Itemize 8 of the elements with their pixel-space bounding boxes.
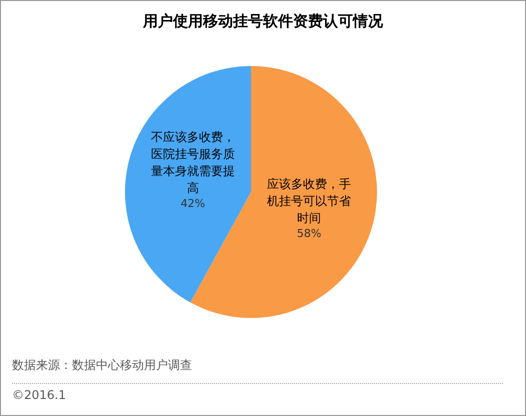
- chart-title: 用户使用移动挂号软件资费认可情况: [142, 12, 384, 30]
- data-label: 42%: [180, 197, 206, 210]
- data-label: 58%: [296, 226, 322, 240]
- slice-label: 不应该多收费，医院挂号服务质量本身就需要提高: [150, 130, 235, 196]
- pie-slice: [125, 66, 251, 302]
- slice-label: 应该多收费，手机挂号可以节省时间: [267, 176, 352, 225]
- text: ©2016.1: [12, 388, 66, 402]
- source-note: 数据来源：数据中心移动用户调查: [12, 358, 192, 372]
